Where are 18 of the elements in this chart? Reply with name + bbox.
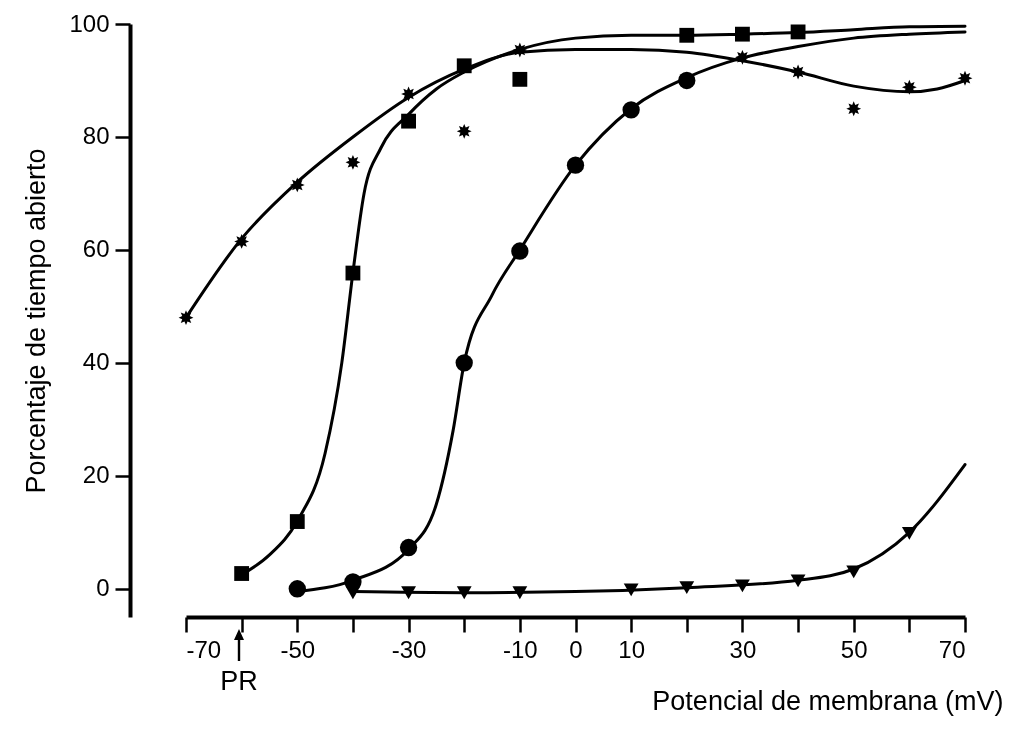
x-axis-title: Potencial de membrana (mV) xyxy=(652,685,1004,716)
x-tick-label: 70 xyxy=(938,635,966,663)
text: PR xyxy=(220,666,258,696)
y-tick-label: 80 xyxy=(82,122,110,150)
y-tick-label: 60 xyxy=(82,235,110,263)
x-tick-label: 30 xyxy=(729,635,757,663)
y-tick-label: 0 xyxy=(96,574,110,602)
x-tick-label: 50 xyxy=(840,635,868,663)
y-tick-label: 20 xyxy=(82,461,110,489)
y-tick-label: 100 xyxy=(69,9,110,37)
x-tick-label: -50 xyxy=(280,635,316,663)
x-tick-label: -70 xyxy=(186,635,222,663)
x-tick-label: -10 xyxy=(503,635,538,663)
x-tick-label: 0 xyxy=(569,635,583,663)
y-axis-title: Porcentaje de tiempo abierto xyxy=(21,148,52,494)
x-tick-label: 10 xyxy=(618,635,645,663)
x-tick-label: -30 xyxy=(391,635,427,663)
y-tick-label: 40 xyxy=(82,348,110,376)
